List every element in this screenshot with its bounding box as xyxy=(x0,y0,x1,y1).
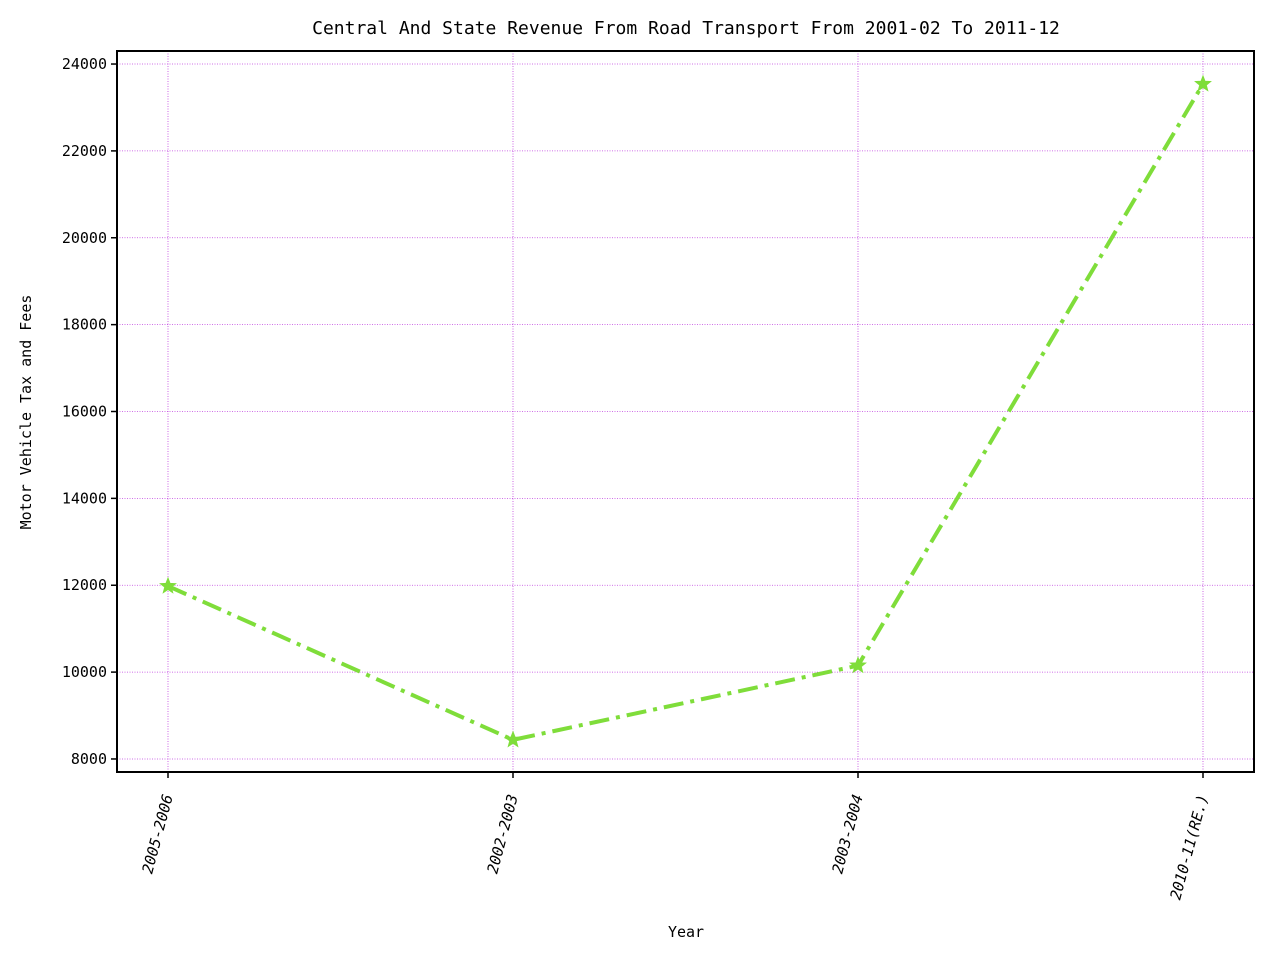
y-tick-label: 8000 xyxy=(71,750,107,768)
chart-title: Central And State Revenue From Road Tran… xyxy=(312,18,1060,39)
series-layer xyxy=(159,74,1212,748)
y-tick-label: 16000 xyxy=(62,403,107,421)
y-tick-label: 14000 xyxy=(62,489,107,507)
data-point-star xyxy=(504,730,522,748)
y-tick-label: 18000 xyxy=(62,316,107,334)
y-tick-label: 10000 xyxy=(62,663,107,681)
y-tick-label: 22000 xyxy=(62,142,107,160)
y-tick-label: 24000 xyxy=(62,55,107,73)
y-tick-label: 12000 xyxy=(62,576,107,594)
series-line xyxy=(167,82,1205,742)
y-tick-label: 20000 xyxy=(62,229,107,247)
data-point-star xyxy=(159,576,177,594)
x-axis-label: Year xyxy=(668,923,704,941)
data-point-star xyxy=(849,656,867,674)
data-point-star xyxy=(1194,74,1212,92)
y-axis-label: Motor Vehicle Tax and Fees xyxy=(17,295,35,530)
grid-layer xyxy=(117,51,1254,772)
